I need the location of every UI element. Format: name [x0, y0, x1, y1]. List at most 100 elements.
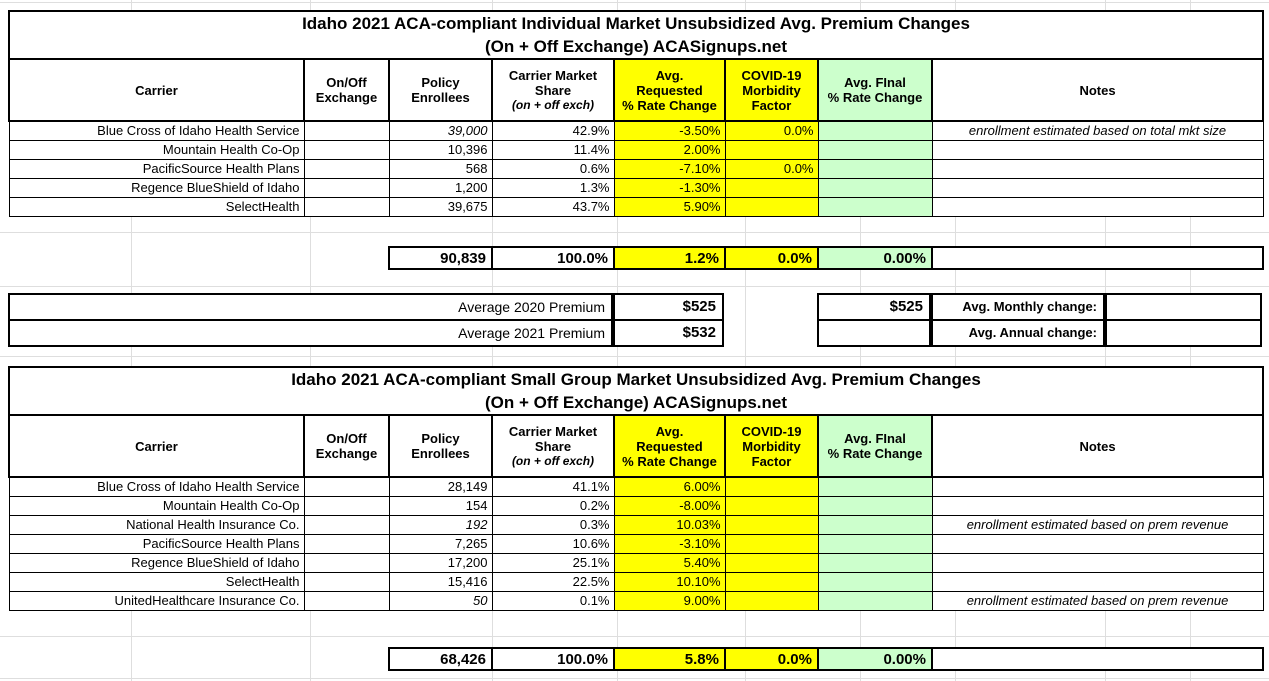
total-requested[interactable]: 5.8% — [613, 647, 726, 671]
cell-notes[interactable]: enrollment estimated based on prem reven… — [931, 590, 1264, 611]
cell-morbidity[interactable] — [724, 476, 819, 497]
cell-enrollees[interactable]: 154 — [388, 495, 493, 516]
cell-requested[interactable]: -7.10% — [613, 158, 726, 179]
cell-requested[interactable]: -8.00% — [613, 495, 726, 516]
cell-morbidity[interactable] — [724, 533, 819, 554]
cell-morbidity[interactable] — [724, 552, 819, 573]
avg-2021-premium-value[interactable]: $532 — [613, 319, 724, 347]
cell-notes[interactable] — [931, 571, 1264, 592]
cell-final[interactable] — [817, 476, 933, 497]
cell-requested[interactable]: 2.00% — [613, 139, 726, 160]
cell-morbidity[interactable] — [724, 571, 819, 592]
cell-share[interactable]: 41.1% — [491, 476, 615, 497]
cell-enrollees[interactable]: 50 — [388, 590, 493, 611]
cell-enrollees[interactable]: 7,265 — [388, 533, 493, 554]
cell-share[interactable]: 0.6% — [491, 158, 615, 179]
cell-final[interactable] — [817, 533, 933, 554]
avg-annual-change-value[interactable] — [1105, 319, 1262, 347]
total-morbidity[interactable]: 0.0% — [724, 647, 819, 671]
total-notes[interactable] — [931, 647, 1264, 671]
cell-notes[interactable] — [931, 495, 1264, 516]
cell-exchange[interactable] — [303, 533, 390, 554]
cell-exchange[interactable] — [303, 120, 390, 141]
total-morbidity[interactable]: 0.0% — [724, 246, 819, 270]
cell-final[interactable] — [817, 571, 933, 592]
cell-share[interactable]: 0.2% — [491, 495, 615, 516]
cell-carrier[interactable]: Blue Cross of Idaho Health Service — [8, 120, 305, 141]
cell-notes[interactable]: enrollment estimated based on prem reven… — [931, 514, 1264, 535]
total-final[interactable]: 0.00% — [817, 647, 933, 671]
avg-2020-premium-label[interactable]: Average 2020 Premium — [8, 293, 613, 321]
cell-share[interactable]: 0.3% — [491, 514, 615, 535]
cell-carrier[interactable]: Mountain Health Co-Op — [8, 495, 305, 516]
total-final[interactable]: 0.00% — [817, 246, 933, 270]
total-requested[interactable]: 1.2% — [613, 246, 726, 270]
cell-carrier[interactable]: SelectHealth — [8, 571, 305, 592]
cell-enrollees[interactable]: 192 — [388, 514, 493, 535]
cell-final[interactable] — [817, 120, 933, 141]
cell-morbidity[interactable]: 0.0% — [724, 158, 819, 179]
cell-exchange[interactable] — [303, 514, 390, 535]
cell-enrollees[interactable]: 1,200 — [388, 177, 493, 198]
cell-carrier[interactable]: PacificSource Health Plans — [8, 158, 305, 179]
cell-final[interactable] — [817, 495, 933, 516]
cell-morbidity[interactable] — [724, 139, 819, 160]
cell-notes[interactable]: enrollment estimated based on total mkt … — [931, 120, 1264, 141]
cell-notes[interactable] — [931, 139, 1264, 160]
cell-notes[interactable] — [931, 476, 1264, 497]
cell-share[interactable]: 25.1% — [491, 552, 615, 573]
cell-requested[interactable]: 10.10% — [613, 571, 726, 592]
cell-share[interactable]: 1.3% — [491, 177, 615, 198]
cell-exchange[interactable] — [303, 196, 390, 217]
cell-final[interactable] — [817, 177, 933, 198]
cell-exchange[interactable] — [303, 590, 390, 611]
cell-notes[interactable] — [931, 533, 1264, 554]
cell-carrier[interactable]: Mountain Health Co-Op — [8, 139, 305, 160]
cell-exchange[interactable] — [303, 177, 390, 198]
cell-final[interactable] — [817, 552, 933, 573]
cell-share[interactable]: 42.9% — [491, 120, 615, 141]
cell-carrier[interactable]: Regence BlueShield of Idaho — [8, 552, 305, 573]
cell-carrier[interactable]: Blue Cross of Idaho Health Service — [8, 476, 305, 497]
cell-exchange[interactable] — [303, 571, 390, 592]
cell-exchange[interactable] — [303, 495, 390, 516]
cell-requested[interactable]: 5.90% — [613, 196, 726, 217]
cell-enrollees[interactable]: 39,675 — [388, 196, 493, 217]
cell-share[interactable]: 43.7% — [491, 196, 615, 217]
cell-exchange[interactable] — [303, 158, 390, 179]
avg-monthly-change-value[interactable] — [1105, 293, 1262, 321]
cell-final[interactable] — [817, 196, 933, 217]
cell-requested[interactable]: 10.03% — [613, 514, 726, 535]
cell-share[interactable]: 22.5% — [491, 571, 615, 592]
cell-notes[interactable] — [931, 552, 1264, 573]
cell-carrier[interactable]: National Health Insurance Co. — [8, 514, 305, 535]
cell-morbidity[interactable] — [724, 177, 819, 198]
cell-share[interactable]: 0.1% — [491, 590, 615, 611]
cell-morbidity[interactable] — [724, 590, 819, 611]
avg-2021-premium-label[interactable]: Average 2021 Premium — [8, 319, 613, 347]
cell-requested[interactable]: 5.40% — [613, 552, 726, 573]
cell-enrollees[interactable]: 568 — [388, 158, 493, 179]
total-share[interactable]: 100.0% — [491, 246, 615, 270]
cell-carrier[interactable]: UnitedHealthcare Insurance Co. — [8, 590, 305, 611]
cell-notes[interactable] — [931, 158, 1264, 179]
cell-requested[interactable]: 9.00% — [613, 590, 726, 611]
cell-requested[interactable]: -3.10% — [613, 533, 726, 554]
cell-final[interactable] — [817, 158, 933, 179]
cell-exchange[interactable] — [303, 552, 390, 573]
total-enrollees[interactable]: 90,839 — [388, 246, 493, 270]
avg-2020-premium-final[interactable]: $525 — [817, 293, 931, 321]
cell-exchange[interactable] — [303, 139, 390, 160]
cell-requested[interactable]: -1.30% — [613, 177, 726, 198]
cell-exchange[interactable] — [303, 476, 390, 497]
cell-enrollees[interactable]: 17,200 — [388, 552, 493, 573]
cell-enrollees[interactable]: 28,149 — [388, 476, 493, 497]
total-enrollees[interactable]: 68,426 — [388, 647, 493, 671]
cell-enrollees[interactable]: 15,416 — [388, 571, 493, 592]
cell-final[interactable] — [817, 139, 933, 160]
cell-share[interactable]: 10.6% — [491, 533, 615, 554]
cell-carrier[interactable]: PacificSource Health Plans — [8, 533, 305, 554]
cell-morbidity[interactable] — [724, 495, 819, 516]
cell-morbidity[interactable]: 0.0% — [724, 120, 819, 141]
cell-carrier[interactable]: SelectHealth — [8, 196, 305, 217]
